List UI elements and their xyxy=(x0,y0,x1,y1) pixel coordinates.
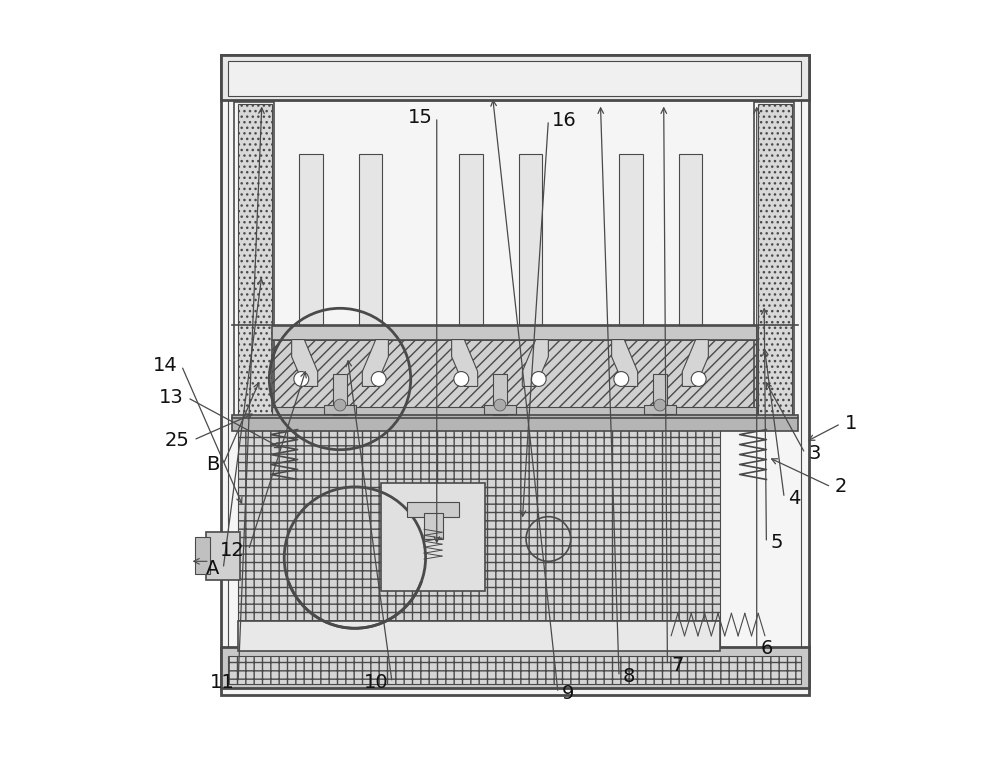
Bar xyxy=(272,340,757,410)
Bar xyxy=(238,420,720,647)
Bar xyxy=(195,537,210,574)
Circle shape xyxy=(334,399,346,411)
Text: 8: 8 xyxy=(623,667,635,686)
Bar xyxy=(484,405,516,414)
Text: 5: 5 xyxy=(770,533,783,553)
Bar xyxy=(232,415,798,431)
Polygon shape xyxy=(452,340,478,387)
Text: 2: 2 xyxy=(835,478,847,496)
Text: 3: 3 xyxy=(809,444,821,463)
Circle shape xyxy=(531,371,546,387)
Bar xyxy=(653,374,667,415)
Circle shape xyxy=(614,371,629,387)
Bar xyxy=(758,104,792,416)
Text: 10: 10 xyxy=(364,673,388,692)
Bar xyxy=(272,407,757,415)
Bar xyxy=(407,502,459,517)
Bar xyxy=(381,483,485,591)
Bar xyxy=(228,656,801,684)
Text: 1: 1 xyxy=(845,414,857,433)
Polygon shape xyxy=(612,340,638,387)
Bar xyxy=(238,621,720,650)
Polygon shape xyxy=(362,340,388,387)
Circle shape xyxy=(294,371,309,387)
Bar xyxy=(228,63,801,688)
Bar xyxy=(299,154,323,324)
Text: A: A xyxy=(206,559,219,578)
Text: 6: 6 xyxy=(760,639,773,658)
Bar xyxy=(459,154,483,324)
Bar xyxy=(424,513,443,539)
Text: 13: 13 xyxy=(159,388,184,407)
Circle shape xyxy=(371,371,386,387)
Text: 16: 16 xyxy=(552,111,577,130)
Bar xyxy=(644,405,676,414)
Text: 14: 14 xyxy=(153,356,178,375)
Circle shape xyxy=(494,399,506,411)
Bar xyxy=(619,154,643,324)
Bar xyxy=(519,154,542,324)
Text: 25: 25 xyxy=(165,431,190,449)
Bar xyxy=(493,374,507,415)
Bar xyxy=(238,104,272,416)
Bar xyxy=(272,326,757,340)
Bar xyxy=(221,55,809,695)
Circle shape xyxy=(691,371,706,387)
Bar xyxy=(206,531,240,580)
Bar xyxy=(228,61,801,96)
Text: 12: 12 xyxy=(220,540,245,559)
Bar xyxy=(679,154,702,324)
Bar xyxy=(333,374,347,415)
Text: 15: 15 xyxy=(408,108,433,127)
Bar xyxy=(324,405,356,414)
Bar xyxy=(221,55,809,100)
Text: 9: 9 xyxy=(562,684,574,703)
Polygon shape xyxy=(522,340,548,387)
Bar xyxy=(754,102,794,418)
Text: 4: 4 xyxy=(788,489,800,508)
Text: B: B xyxy=(206,455,219,474)
Bar xyxy=(234,102,274,418)
Text: 11: 11 xyxy=(210,673,234,692)
Text: 7: 7 xyxy=(671,656,684,675)
Bar xyxy=(359,154,382,324)
Polygon shape xyxy=(682,340,708,387)
Circle shape xyxy=(454,371,469,387)
Circle shape xyxy=(654,399,666,411)
Bar xyxy=(221,647,809,688)
Polygon shape xyxy=(292,340,318,387)
